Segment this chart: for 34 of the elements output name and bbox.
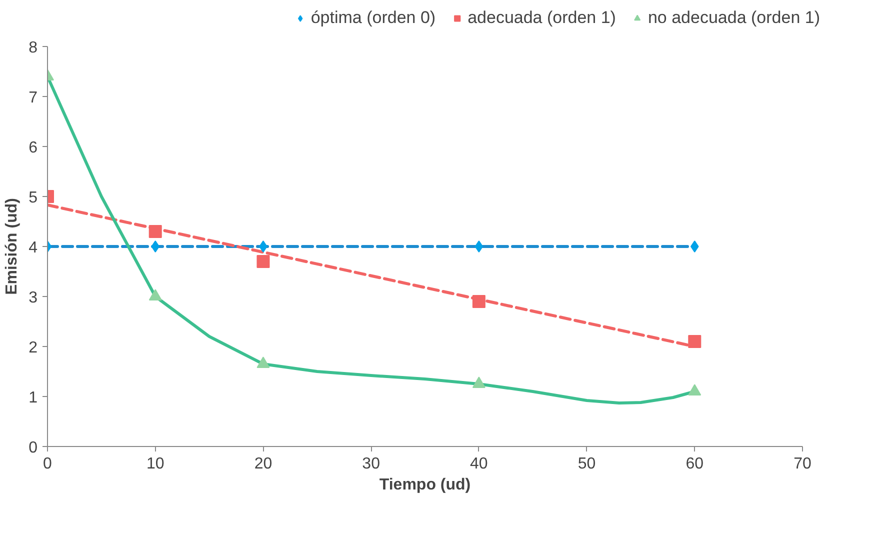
x-tick-label: 30 xyxy=(362,456,380,472)
y-tick-label: 7 xyxy=(28,90,38,106)
x-tick-label: 20 xyxy=(254,456,272,472)
point xyxy=(148,225,162,238)
legend-label: no adecuada (orden 1) xyxy=(648,8,820,28)
y-tick-label: 6 xyxy=(28,140,38,156)
point xyxy=(259,240,268,252)
y-tick-label: 1 xyxy=(28,390,38,406)
y-tick-label: 5 xyxy=(28,190,38,206)
point xyxy=(256,356,270,368)
point xyxy=(148,289,162,300)
x-axis-title: Tiempo (ud) xyxy=(379,476,471,494)
x-tick-label: 40 xyxy=(470,456,488,472)
y-tick-label: 2 xyxy=(28,340,38,356)
y-tick-label: 4 xyxy=(28,240,38,256)
x-tick-label: 60 xyxy=(686,456,704,472)
x-tick-label: 50 xyxy=(578,456,596,472)
y-tick-label: 3 xyxy=(28,290,38,306)
legend-label: óptima (orden 0) xyxy=(310,8,436,28)
point xyxy=(472,295,486,308)
x-tick-label: 70 xyxy=(794,456,812,472)
point xyxy=(688,335,702,348)
point xyxy=(474,240,484,252)
legend-label: adecuada (orden 1) xyxy=(468,8,616,28)
point xyxy=(690,240,699,252)
point xyxy=(256,255,270,268)
x-tick-label: 10 xyxy=(146,456,164,472)
y-tick-label: 0 xyxy=(28,440,38,456)
y-axis-title: Emisión (ud) xyxy=(4,198,21,295)
x-tick-label: 0 xyxy=(43,456,52,472)
point xyxy=(151,240,160,252)
point xyxy=(688,384,702,396)
point xyxy=(472,376,486,388)
y-tick-label: 8 xyxy=(28,40,38,56)
